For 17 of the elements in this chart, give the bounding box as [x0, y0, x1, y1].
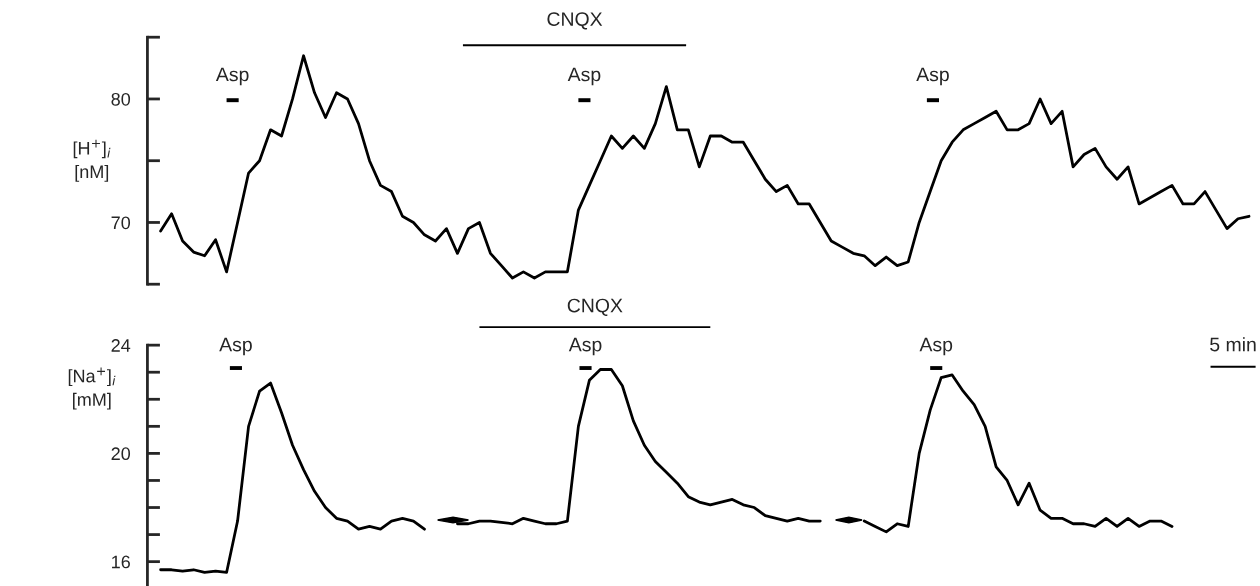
- y-axis-title: [H$^{+}$]$_{i}$ [nM]: [73, 139, 111, 182]
- annotation: Asp: [919, 337, 953, 356]
- text: CNQX: [547, 12, 603, 30]
- y-tick-label: 20: [111, 447, 131, 461]
- annotation: 5 min: [1210, 337, 1256, 352]
- annotation: Asp: [219, 337, 252, 356]
- annotation: Asp: [916, 67, 949, 86]
- line-series: [159, 54, 1251, 280]
- y-tick-label: 80: [111, 92, 131, 106]
- y-tick-label: 24: [111, 339, 131, 352]
- annotation: Asp: [568, 337, 602, 356]
- text: CNQX: [567, 298, 623, 316]
- annotation: Asp: [215, 67, 249, 86]
- y-axis-title: [Na$^{+}$]$_{i}$ [mM]: [68, 367, 116, 410]
- y-tick-label: 16: [112, 555, 130, 569]
- y-tick-label: 70: [111, 216, 131, 230]
- annotation: Asp: [567, 67, 601, 86]
